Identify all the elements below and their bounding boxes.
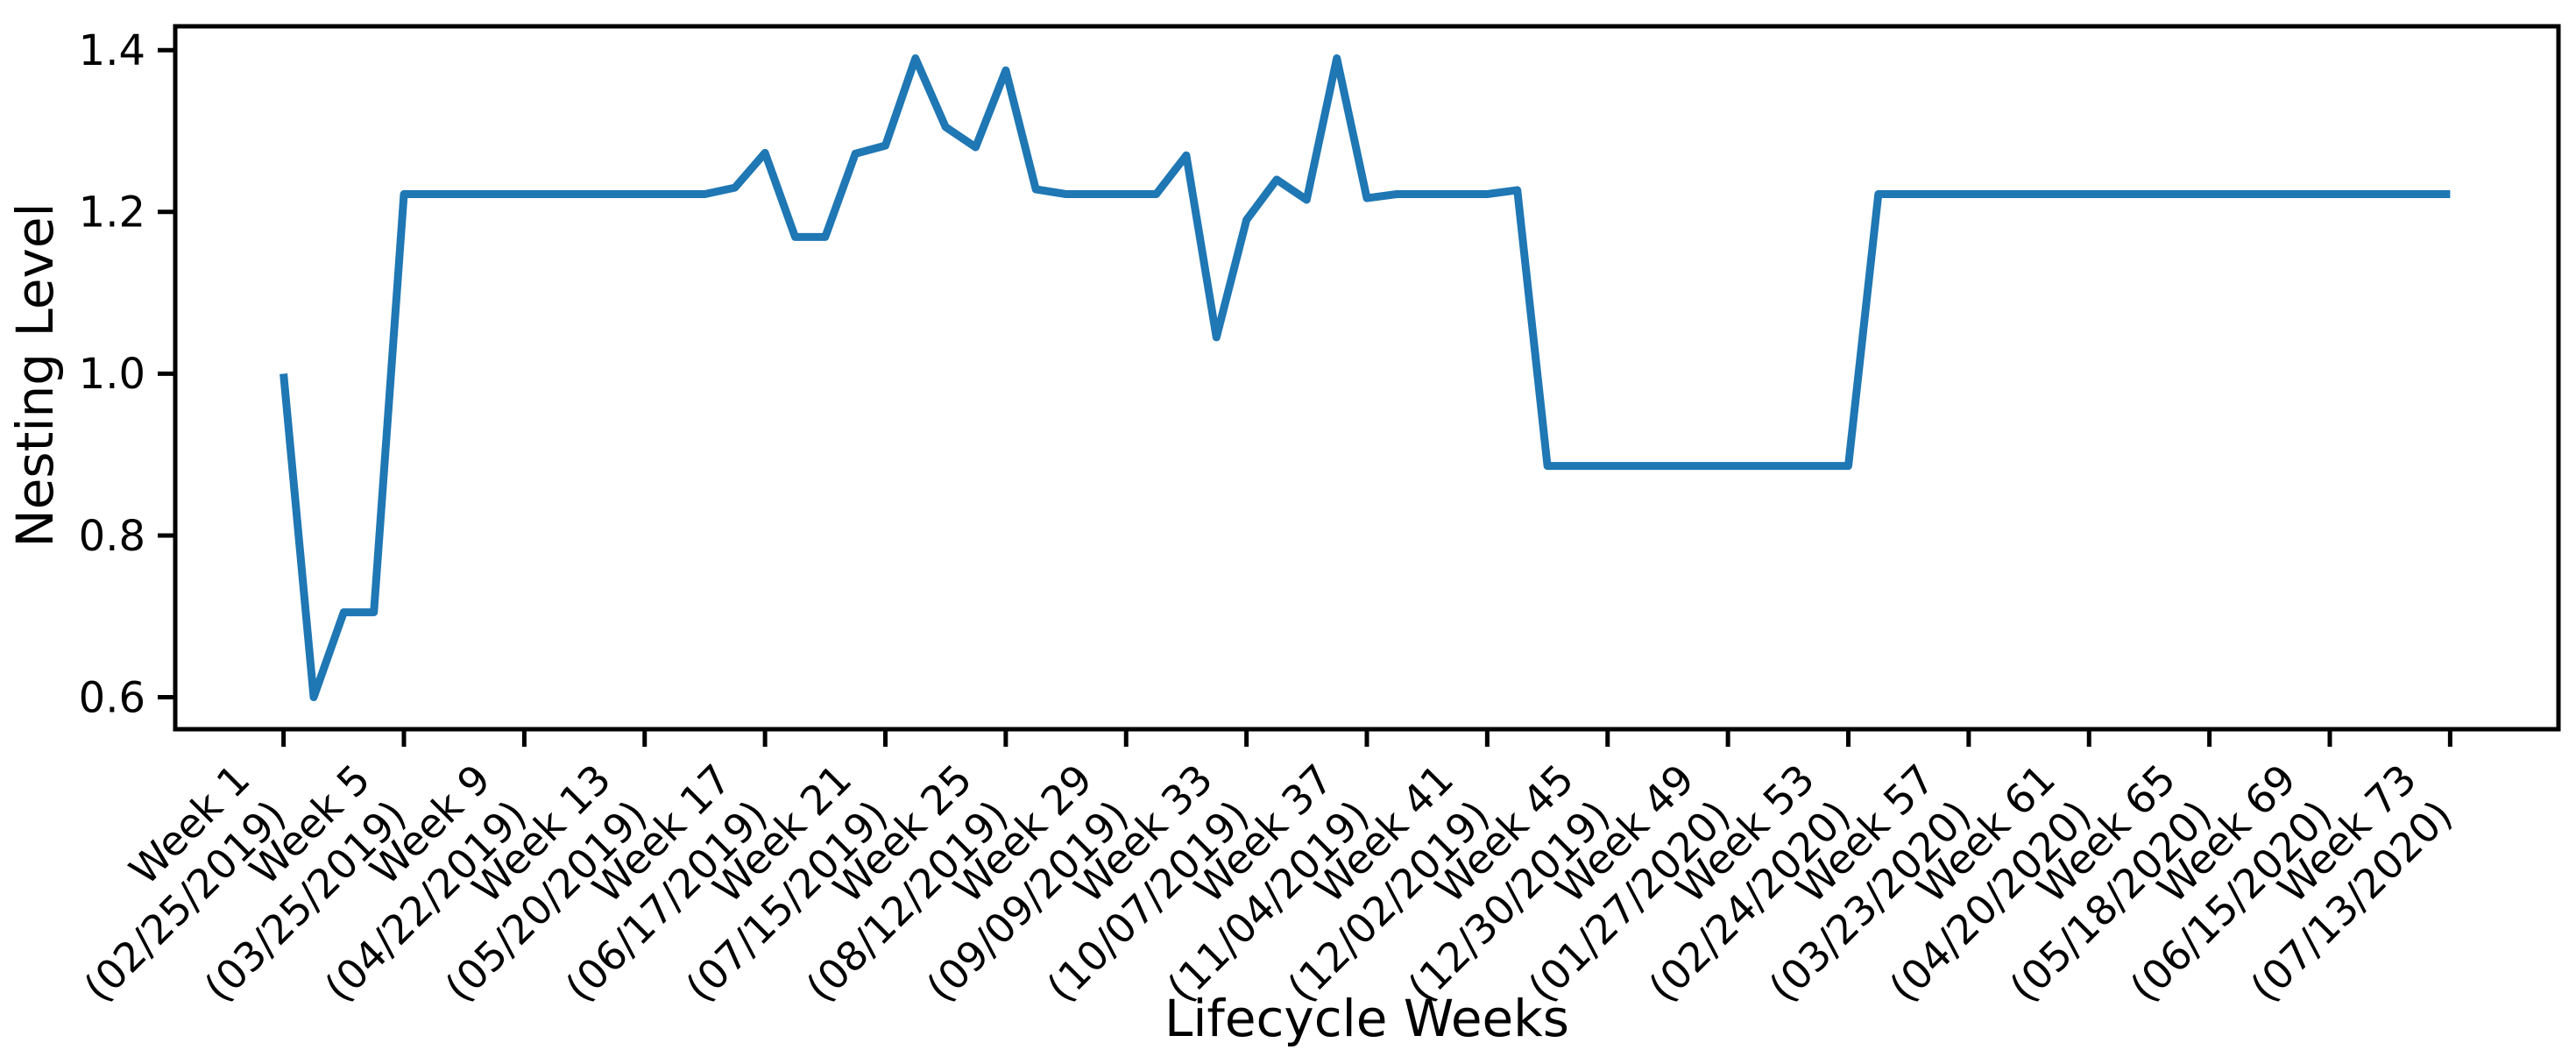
y-tick-label: 1.4	[79, 26, 145, 75]
y-tick-label: 0.6	[79, 673, 145, 722]
y-tick-label: 1.2	[79, 188, 145, 238]
x-axis-label: Lifecycle Weeks	[1164, 989, 1569, 1048]
y-axis-label: Nesting Level	[5, 202, 65, 548]
data-line	[280, 54, 2451, 701]
y-tick-label: 0.8	[79, 512, 145, 561]
plot-border	[173, 24, 2561, 732]
y-tick-label: 1.0	[79, 350, 145, 399]
